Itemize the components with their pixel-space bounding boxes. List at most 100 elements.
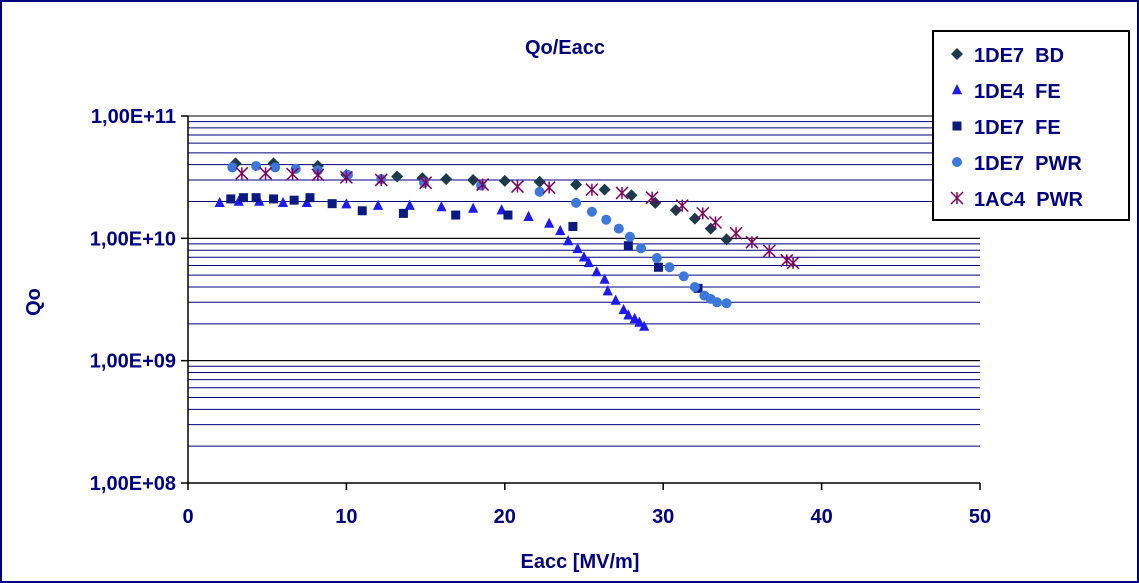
data-point [688, 212, 701, 225]
data-point [591, 266, 602, 277]
data-point [286, 167, 300, 181]
data-point [599, 273, 610, 284]
data-point [636, 243, 647, 254]
data-point [269, 194, 279, 204]
data-point [339, 170, 353, 184]
data-point [534, 186, 545, 197]
legend-item: 1DE7 BD [944, 38, 1064, 74]
data-point [533, 175, 546, 188]
data-point [391, 170, 404, 183]
legend-marker [951, 83, 963, 94]
legend-label: 1DE7 FE [974, 116, 1061, 139]
data-point [570, 178, 583, 191]
x-tick-label: 0 [182, 506, 193, 528]
data-point [419, 176, 433, 190]
data-point [720, 233, 733, 246]
data-point [745, 235, 759, 249]
data-point [786, 256, 800, 270]
y-tick-label: 1,00E+09 [90, 351, 176, 373]
data-point [696, 206, 710, 220]
grid-lines [188, 115, 980, 447]
legend-marker-triangle [944, 80, 970, 105]
data-point [251, 193, 261, 203]
legend-marker [952, 156, 962, 167]
data-point [639, 320, 650, 331]
data-point [645, 191, 659, 205]
data-point [578, 251, 590, 262]
x-tick-label: 30 [652, 506, 674, 528]
legend-marker-star [944, 188, 970, 213]
data-point [712, 297, 723, 308]
data-point [555, 224, 566, 236]
data-point [618, 303, 629, 315]
legend: 1DE7 BD 1DE4 FE 1DE7 FE 1DE7 PWR 1AC4 PWR [932, 30, 1130, 221]
data-point [601, 214, 612, 225]
data-point [544, 217, 555, 228]
x-tick-label: 50 [969, 506, 991, 528]
data-point [572, 242, 583, 254]
series-2 [226, 193, 703, 293]
legend-label: 1DE7 PWR [974, 152, 1082, 175]
data-point [664, 262, 675, 273]
series-4 [235, 166, 800, 270]
y-axis-label: Qo [23, 288, 45, 316]
data-point [227, 162, 238, 173]
data-point [289, 195, 299, 205]
data-point [251, 161, 262, 172]
legend-label: 1DE7 BD [974, 44, 1065, 67]
data-point [476, 178, 490, 192]
data-point [629, 312, 640, 323]
data-point [451, 210, 461, 220]
data-point [404, 199, 415, 210]
data-point [440, 173, 453, 186]
data-point [468, 202, 479, 213]
data-point [625, 189, 638, 202]
series-1 [214, 195, 650, 331]
data-point [498, 174, 511, 187]
data-point [678, 271, 689, 282]
data-point [503, 210, 513, 220]
data-point [708, 215, 723, 229]
data-point [721, 298, 732, 309]
data-point [311, 168, 325, 182]
data-marks [214, 157, 800, 331]
data-point [675, 199, 689, 213]
data-point [523, 210, 534, 221]
data-point [653, 262, 663, 272]
legend-marker [952, 121, 962, 130]
data-point [689, 282, 700, 293]
x-tick-label: 20 [494, 506, 516, 528]
data-point [235, 166, 249, 180]
chart-title: Qo/Eacc [525, 37, 605, 59]
data-point [704, 222, 717, 235]
data-point [233, 195, 244, 206]
data-point [277, 196, 289, 208]
data-point [419, 177, 430, 188]
x-axis-label: Eacc [MV/m] [521, 551, 640, 573]
y-tick-label: 1,00E+10 [90, 228, 176, 250]
data-point [586, 206, 597, 217]
data-point [214, 196, 225, 208]
data-point [510, 180, 525, 194]
data-point [259, 166, 273, 180]
data-point [610, 294, 621, 305]
data-point [563, 235, 574, 246]
axes: 0 10 20 30 40 50 1,00E+08 1,00E+09 1,00E+10 1,00E… [90, 106, 991, 528]
data-point [398, 208, 408, 218]
data-point [602, 285, 613, 296]
data-point [467, 173, 480, 186]
data-point [623, 241, 633, 251]
data-point [372, 199, 384, 210]
data-point [669, 204, 682, 217]
data-point [542, 181, 556, 195]
legend-item: 1AC4 PWR [944, 182, 1083, 218]
data-point [615, 186, 629, 200]
legend-marker-square [944, 116, 970, 141]
legend-marker [951, 47, 963, 60]
x-tick-label: 40 [810, 506, 832, 528]
legend-label: 1AC4 PWR [974, 188, 1083, 211]
data-point [585, 183, 599, 197]
data-point [305, 193, 315, 203]
data-point [583, 256, 594, 268]
data-point [226, 194, 236, 204]
